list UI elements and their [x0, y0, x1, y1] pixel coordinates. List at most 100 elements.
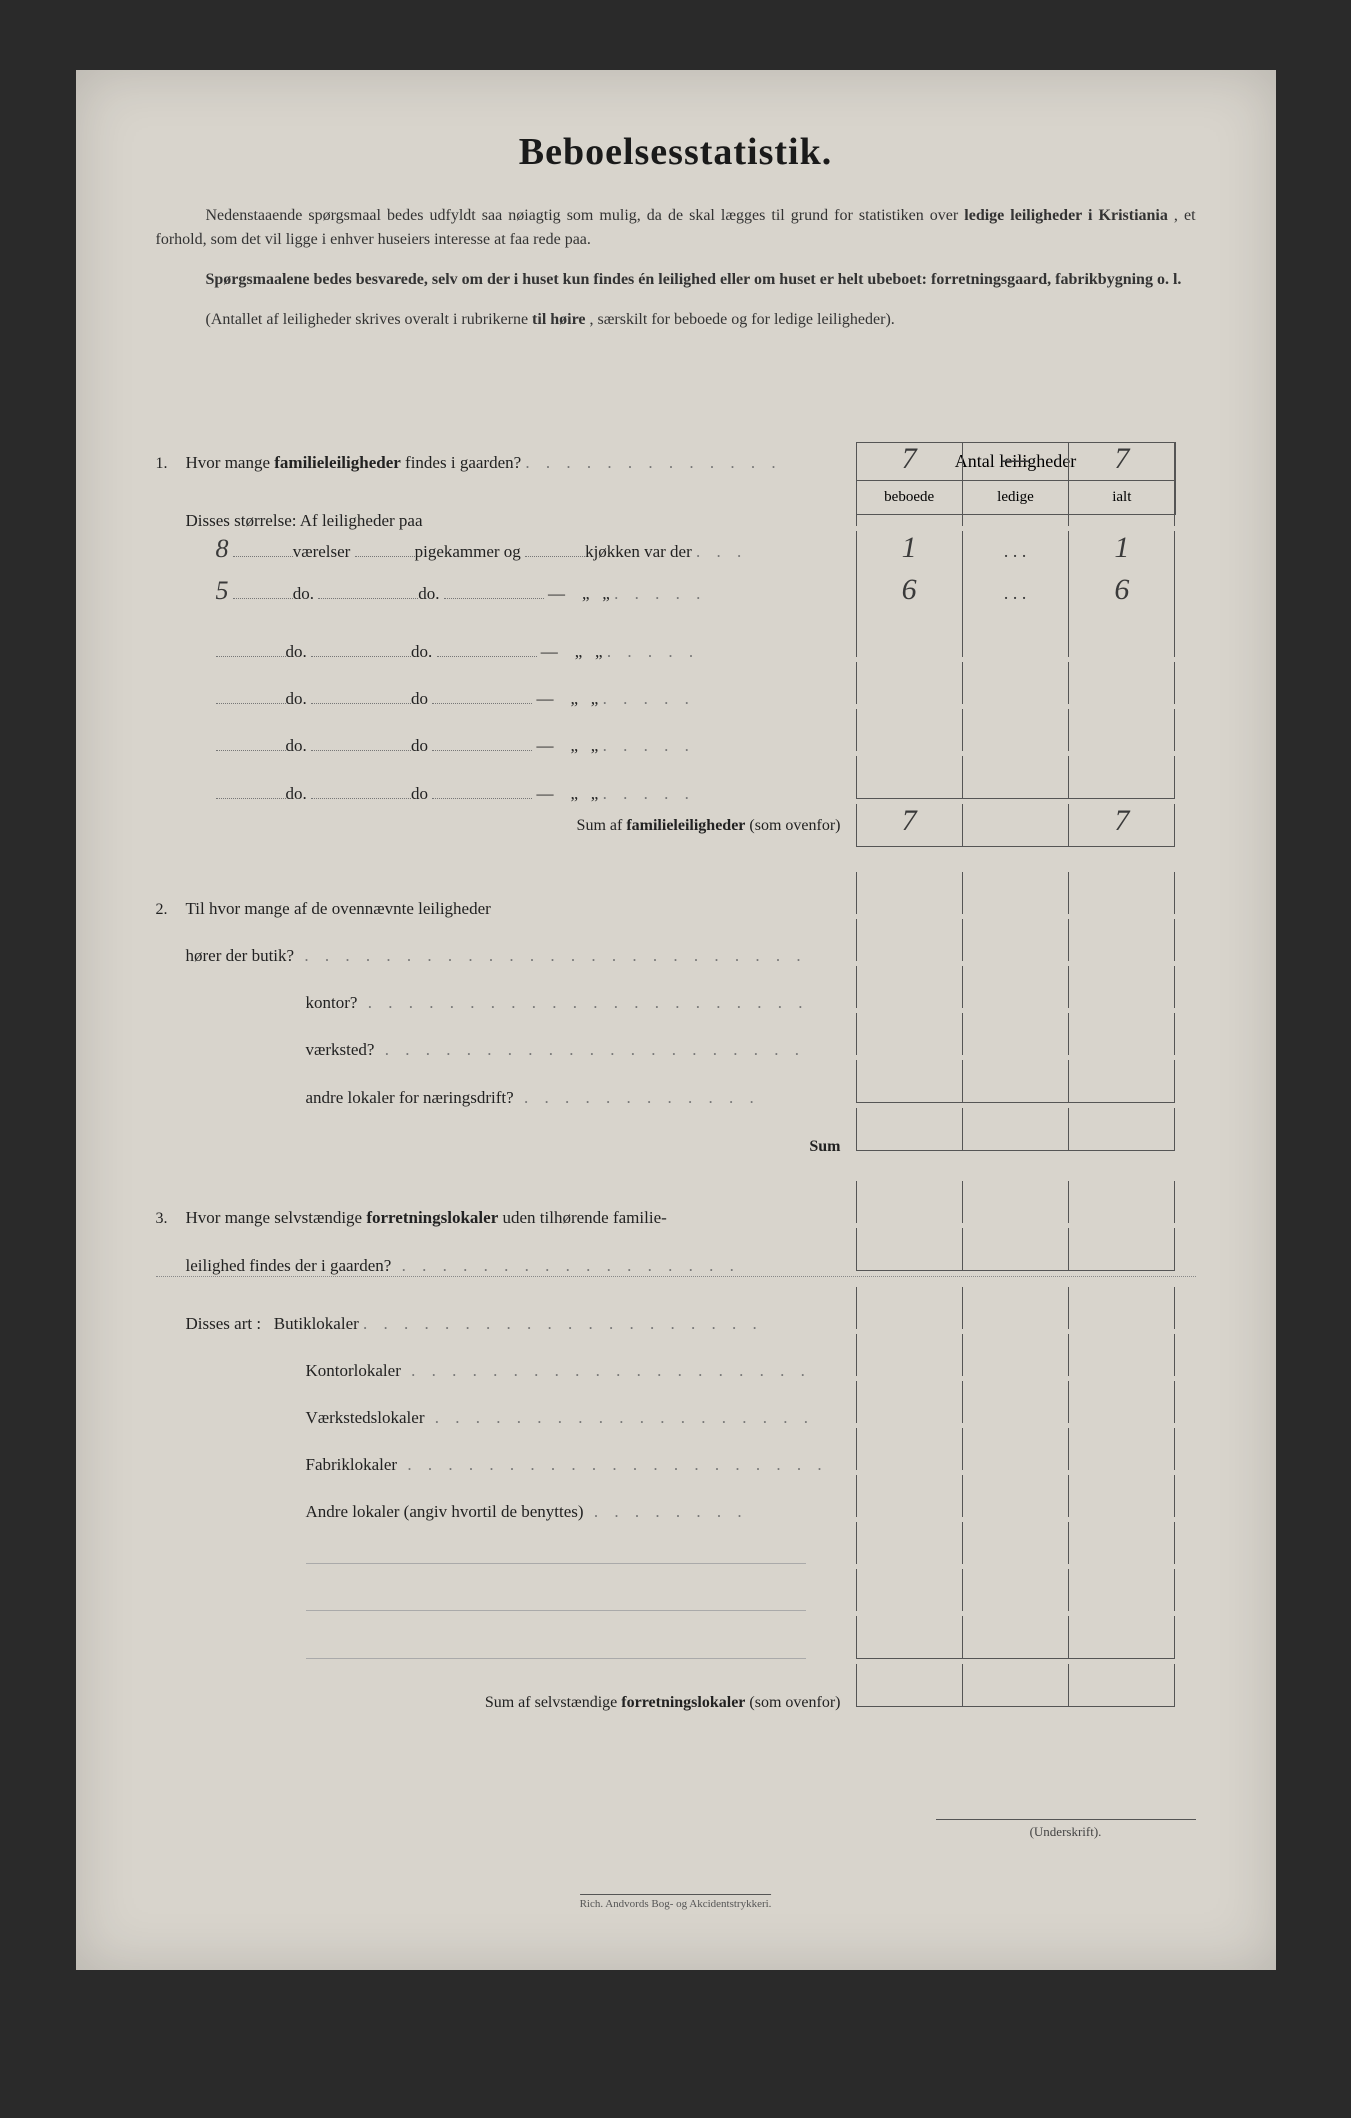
- q3-sum-row: Sum af selvstændige forretningslokaler (…: [156, 1664, 1196, 1712]
- signature-line: (Underskrift).: [936, 1819, 1196, 1840]
- q1-r2-text: 5 do. do. — „ „ . . . . .: [186, 576, 856, 606]
- q1-sum-b: familieleiligheder: [626, 817, 745, 834]
- q3-blank3: [156, 1616, 1196, 1664]
- intro-p1: Nedenstaaende spørgsmaal bedes udfyldt s…: [156, 204, 1196, 252]
- q2-text: Til hvor mange af de ovennævnte leilighe…: [186, 899, 856, 919]
- q1-beboede: 7: [856, 442, 962, 484]
- q1-r1-text: 8 værelser pigekammer og kjøkken var der…: [186, 534, 856, 564]
- q3-sum-text: Sum af selvstændige forretningslokaler (…: [186, 1694, 856, 1712]
- q3-sum-b: forretningslokaler: [621, 1694, 745, 1711]
- cells-empty: [856, 484, 1176, 526]
- q3-r3-row: Værkstedslokaler . . . . . . . . . . . .…: [156, 1381, 1196, 1428]
- q1-size-row1: 8 værelser pigekammer og kjøkken var der…: [156, 531, 1196, 573]
- intro-p3b: til høire: [532, 311, 585, 328]
- q3-row-b: leilighed findes der i gaarden? . . . . …: [156, 1228, 1196, 1276]
- q1-r4-do1: do.: [286, 689, 307, 708]
- intro-p3a: (Antallet af leiligheder skrives overalt…: [206, 311, 533, 328]
- q1-num: 1.: [156, 455, 186, 473]
- q3-sum-c: (som ovenfor): [745, 1694, 840, 1711]
- intro-p1b: ledige leiligheder i Kristiania: [964, 207, 1168, 224]
- q2-r2-text: kontor?: [306, 993, 358, 1012]
- q1-size-row5: do. do — „ „ . . . . .: [156, 709, 1196, 756]
- q1-text: Hvor mange familieleiligheder findes i g…: [186, 453, 856, 473]
- q1-sum-c: (som ovenfor): [745, 817, 840, 834]
- q2-r4-text: andre lokaler for næringsdrift?: [306, 1088, 514, 1107]
- q1-sum-row: Sum af familieleiligheder (som ovenfor) …: [156, 804, 1196, 847]
- q2-sum: Sum: [156, 1108, 1196, 1156]
- q1-size-row6: do. do — „ „ . . . . .: [156, 756, 1196, 804]
- q1-size-label: Disses størrelse: Af leiligheder paa: [156, 484, 1196, 531]
- q2-r2: kontor? . . . . . . . . . . . . . . . . …: [156, 966, 1196, 1013]
- q1-sum-ledige: [962, 804, 1068, 847]
- q1-cells: 7 — 7: [856, 442, 1176, 484]
- q3-r5: Andre lokaler (angiv hvortil de benyttes…: [306, 1502, 584, 1521]
- q3-blank2: [156, 1569, 1196, 1616]
- q1-row: 1. Hvor mange familieleiligheder findes …: [156, 442, 1196, 484]
- q1-size-text: Disses størrelse: Af leiligheder paa: [186, 511, 856, 531]
- q1-r2-hand: 5: [216, 576, 229, 606]
- printer-line: Rich. Andvords Bog- og Akcidentstrykkeri…: [580, 1894, 772, 1910]
- q1-sum-beboede: 7: [856, 804, 962, 847]
- q3-text: Hvor mange selvstændige forretningslokal…: [186, 1208, 856, 1228]
- q1-ledige: —: [962, 442, 1068, 484]
- q3-blank1: [156, 1522, 1196, 1569]
- q3-num: 3.: [156, 1210, 186, 1228]
- q3-art-row: Disses art : Butiklokaler . . . . . . . …: [156, 1276, 1196, 1334]
- intro-p2a: Spørgsmaalene bedes besvarede, selv om d…: [206, 271, 1182, 288]
- q3-r4-row: Fabriklokaler . . . . . . . . . . . . . …: [156, 1428, 1196, 1475]
- intro-text: Nedenstaaende spørgsmaal bedes udfyldt s…: [156, 204, 1196, 332]
- q1-r2-ledige: . . .: [962, 573, 1068, 615]
- table-area: Antal leiligheder beboede ledige ialt 1.…: [156, 442, 1196, 1712]
- page-title: Beboelsesstatistik.: [156, 130, 1196, 174]
- q3-text-b: forretningslokaler: [366, 1208, 498, 1227]
- q1-r1-cells: 1 . . . 1: [856, 531, 1176, 573]
- q1-r3-do1: do.: [286, 642, 307, 661]
- q1-size-row2: 5 do. do. — „ „ . . . . . 6 . . . 6: [156, 573, 1196, 615]
- q3-sum-a: Sum af selvstændige: [485, 1694, 621, 1711]
- q2-r3-text: værksted?: [306, 1040, 375, 1059]
- q1-r1-ledige: . . .: [962, 531, 1068, 573]
- q2-r4: andre lokaler for næringsdrift? . . . . …: [156, 1060, 1196, 1108]
- q1-r1-c: kjøkken var der: [585, 542, 692, 561]
- q3-text-c: uden tilhørende familie-: [498, 1208, 667, 1227]
- dots: . . . . . . . . . . . . .: [525, 453, 781, 472]
- q3-r1: Butiklokaler: [274, 1314, 359, 1333]
- q2-sum-text: Sum: [809, 1138, 840, 1155]
- intro-p2: Spørgsmaalene bedes besvarede, selv om d…: [156, 268, 1196, 292]
- q1-r6-do1: do.: [286, 784, 307, 803]
- q1-size-row3: do. do. — „ „ . . . . .: [156, 615, 1196, 662]
- q1-r3-do2: do.: [411, 642, 432, 661]
- q1-sum-a: Sum af: [577, 817, 627, 834]
- q3-r4: Fabriklokaler: [306, 1455, 398, 1474]
- intro-p3c: , særskilt for beboede og for ledige lei…: [590, 311, 895, 328]
- q1-r2-beboede: 6: [856, 573, 962, 615]
- q2-r1: hører der butik? . . . . . . . . . . . .…: [156, 919, 1196, 966]
- q1-r2-ialt: 6: [1068, 573, 1175, 615]
- body-rows: 1. Hvor mange familieleiligheder findes …: [156, 442, 1196, 1712]
- q1-text-c: findes i gaarden?: [401, 453, 521, 472]
- q1-sum-text: Sum af familieleiligheder (som ovenfor): [186, 817, 856, 835]
- q1-r2-do1: do.: [293, 584, 314, 603]
- q2-row: 2. Til hvor mange af de ovennævnte leili…: [156, 872, 1196, 919]
- q3-art: Disses art :: [186, 1314, 262, 1333]
- q1-text-b: familieleiligheder: [274, 453, 401, 472]
- q1-r1-b: pigekammer og: [415, 542, 521, 561]
- q1-ialt: 7: [1068, 442, 1175, 484]
- q1-size-row4: do. do — „ „ . . . . .: [156, 662, 1196, 709]
- q1-r2-do2: do.: [418, 584, 439, 603]
- q3-row: 3. Hvor mange selvstændige forretningslo…: [156, 1181, 1196, 1228]
- q1-r5-do1: do.: [286, 736, 307, 755]
- q1-r1-hand: 8: [216, 534, 229, 564]
- intro-p3: (Antallet af leiligheder skrives overalt…: [156, 308, 1196, 332]
- q2-r3: værksted? . . . . . . . . . . . . . . . …: [156, 1013, 1196, 1060]
- q3-text-a: Hvor mange selvstændige: [186, 1208, 367, 1227]
- q1-sum-ialt: 7: [1068, 804, 1175, 847]
- q1-r1-a: værelser: [293, 542, 351, 561]
- q1-r1-ialt: 1: [1068, 531, 1175, 573]
- q1-r1-beboede: 1: [856, 531, 962, 573]
- q3-r2: Kontorlokaler: [306, 1361, 401, 1380]
- intro-p1a: Nedenstaaende spørgsmaal bedes udfyldt s…: [206, 207, 965, 224]
- q2-r1-text: hører der butik?: [186, 946, 295, 965]
- form-page: Beboelsesstatistik. Nedenstaaende spørgs…: [76, 70, 1276, 1970]
- q3-r2-row: Kontorlokaler . . . . . . . . . . . . . …: [156, 1334, 1196, 1381]
